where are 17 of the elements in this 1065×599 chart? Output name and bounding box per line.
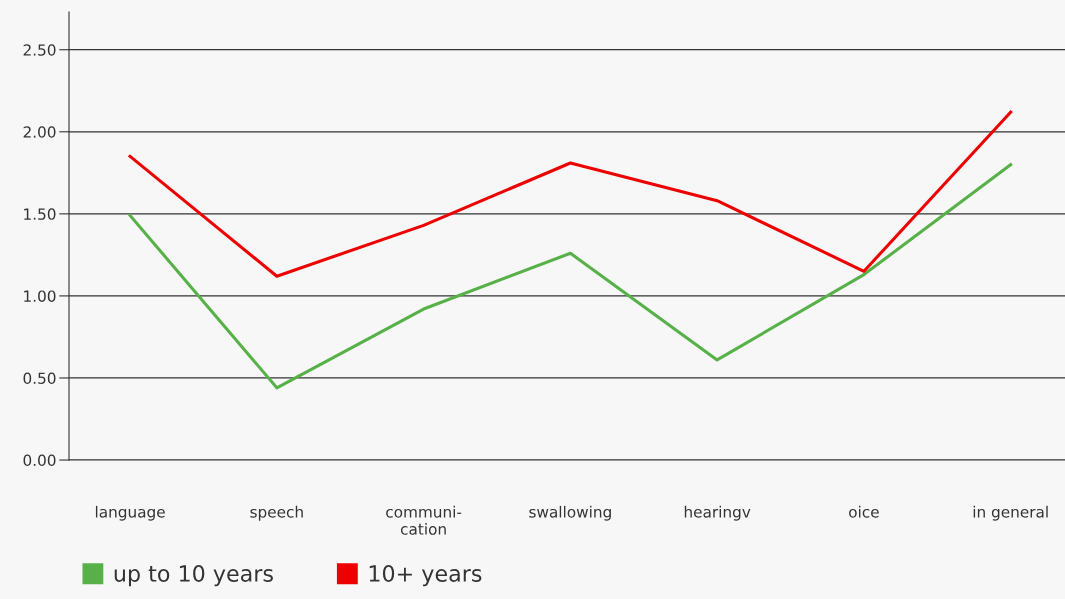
x-tick-label: language: [95, 505, 165, 521]
x-tick-label: speech: [250, 505, 303, 521]
line-series: [128, 110, 1013, 278]
y-tick-label: 2.50: [23, 44, 56, 56]
x-tick-label: oice: [849, 505, 879, 518]
legend-label: 10+ years: [369, 565, 482, 587]
y-tick-label: 1.50: [24, 208, 56, 220]
line-series: [128, 163, 1013, 390]
y-tick-label: 0.00: [23, 454, 56, 467]
y-tick-label: 2.00: [23, 126, 56, 138]
x-tick-label: swallowing: [529, 505, 611, 521]
x-tick-label: communi- cation: [386, 505, 462, 535]
y-tick-label: 0.50: [23, 372, 56, 384]
x-tick-label: in general: [973, 505, 1048, 521]
x-tick-label: hearingv: [684, 505, 751, 521]
legend-label: up to 10 years: [114, 565, 273, 587]
y-tick-label: 1.00: [24, 290, 56, 302]
